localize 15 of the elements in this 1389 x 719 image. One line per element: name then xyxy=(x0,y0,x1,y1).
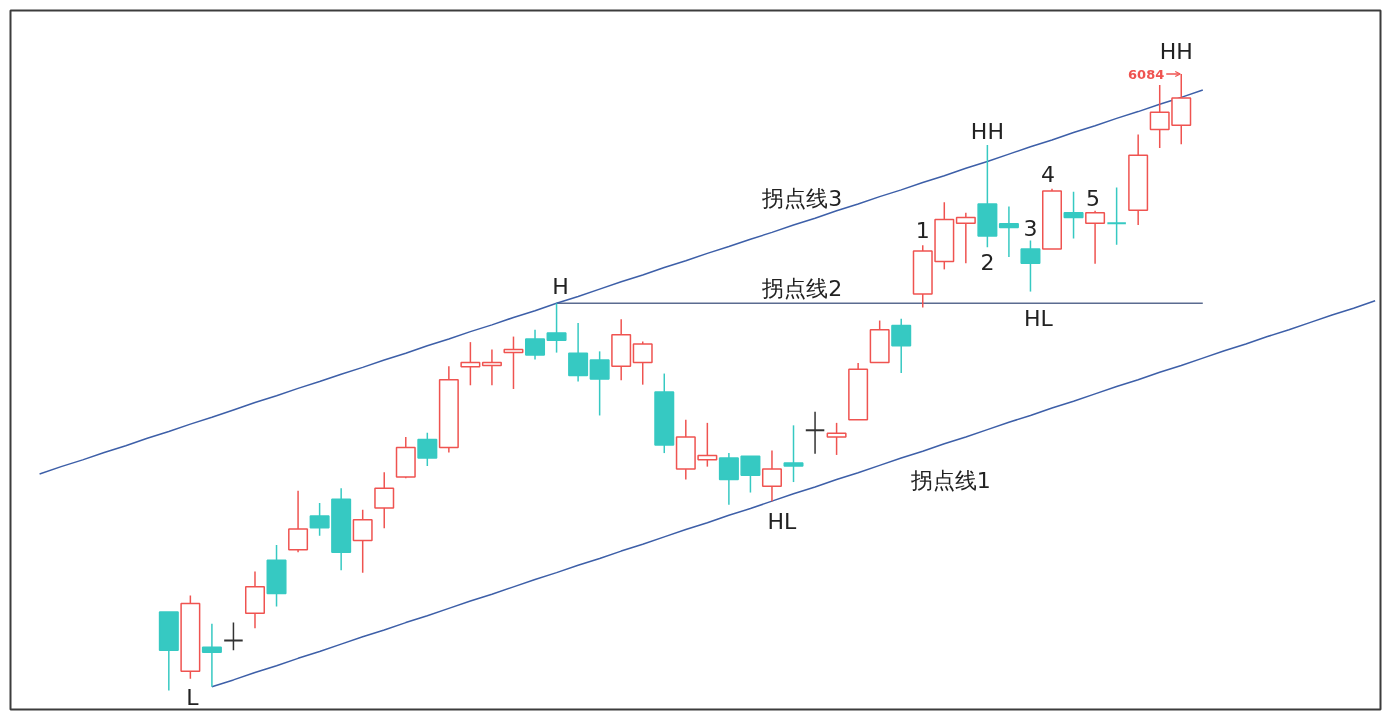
annotation: HH xyxy=(970,119,1004,145)
annotation: H xyxy=(552,273,569,299)
series-label: 拐点线3 xyxy=(761,185,843,211)
annotation: 6084 xyxy=(1128,67,1165,83)
annotation: 2 xyxy=(980,250,995,276)
annotation: 4 xyxy=(1041,161,1055,187)
text: HH xyxy=(1159,39,1193,65)
series-label: 拐点线2 xyxy=(761,275,843,301)
annotation: HL xyxy=(1024,306,1054,332)
series-label: 拐点线1 xyxy=(909,468,991,494)
annotation: 5 xyxy=(1086,185,1101,211)
annotation: L xyxy=(186,685,200,711)
annotation: 1 xyxy=(915,218,930,244)
annotation: 3 xyxy=(1023,216,1038,242)
annotation: HL xyxy=(767,508,798,534)
